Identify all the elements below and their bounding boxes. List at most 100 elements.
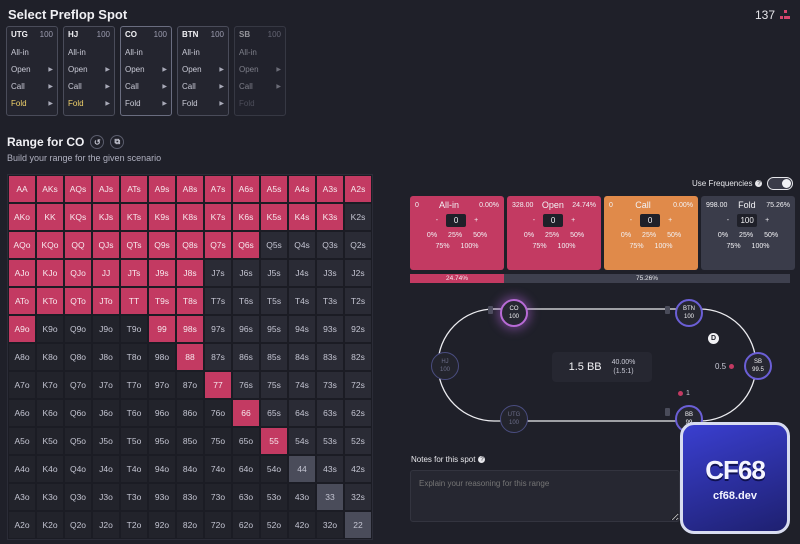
hand-cell[interactable]: T2s: [344, 287, 372, 315]
hand-cell[interactable]: 92s: [344, 315, 372, 343]
hand-cell[interactable]: K2o: [36, 511, 64, 539]
preset-100[interactable]: 100%: [751, 243, 770, 250]
preset-75[interactable]: 75%: [435, 243, 450, 250]
hand-cell[interactable]: 54s: [288, 427, 316, 455]
spot-option-call[interactable]: Call ▶: [125, 82, 167, 91]
action-value-input[interactable]: 100: [737, 214, 758, 227]
hand-cell[interactable]: TT: [120, 287, 148, 315]
hand-cell[interactable]: 92o: [148, 511, 176, 539]
hand-cell[interactable]: A8o: [8, 343, 36, 371]
hand-cell[interactable]: A3s: [316, 175, 344, 203]
spot-option-call[interactable]: Call ▶: [68, 82, 110, 91]
decrement-button[interactable]: -: [726, 217, 730, 224]
hand-cell[interactable]: Q8s: [176, 231, 204, 259]
hand-cell[interactable]: Q5o: [64, 427, 92, 455]
spot-option-open[interactable]: Open ▶: [125, 65, 167, 74]
hand-cell[interactable]: T3o: [120, 483, 148, 511]
hand-cell[interactable]: K9o: [36, 315, 64, 343]
hand-cell[interactable]: J7o: [92, 371, 120, 399]
preset-50[interactable]: 50%: [667, 232, 682, 239]
hand-cell[interactable]: J7s: [204, 259, 232, 287]
preset-75[interactable]: 75%: [532, 243, 547, 250]
hand-cell[interactable]: 54o: [260, 455, 288, 483]
hand-cell[interactable]: 77: [204, 371, 232, 399]
hand-cell[interactable]: T5o: [120, 427, 148, 455]
hand-cell[interactable]: QJo: [64, 259, 92, 287]
hand-cell[interactable]: T7o: [120, 371, 148, 399]
hand-cell[interactable]: K5o: [36, 427, 64, 455]
hand-cell[interactable]: 32o: [316, 511, 344, 539]
preset-50[interactable]: 50%: [570, 232, 585, 239]
hand-cell[interactable]: 94o: [148, 455, 176, 483]
hand-cell[interactable]: Q6s: [232, 231, 260, 259]
hand-cell[interactable]: 55: [260, 427, 288, 455]
hand-cell[interactable]: J5o: [92, 427, 120, 455]
hand-cell[interactable]: Q3o: [64, 483, 92, 511]
preset-25[interactable]: 25%: [642, 232, 657, 239]
spot-card-btn[interactable]: BTN 100 All-in Open ▶ Call ▶ Fold ▶: [177, 26, 229, 116]
hand-cell[interactable]: 63o: [232, 483, 260, 511]
hand-cell[interactable]: 22: [344, 511, 372, 539]
hand-cell[interactable]: Q4s: [288, 231, 316, 259]
hand-cell[interactable]: T9o: [120, 315, 148, 343]
hand-cell[interactable]: J3o: [92, 483, 120, 511]
hand-cell[interactable]: A2o: [8, 511, 36, 539]
hand-cell[interactable]: 73s: [316, 371, 344, 399]
preset-75[interactable]: 75%: [629, 243, 644, 250]
spot-option-open[interactable]: Open ▶: [11, 65, 53, 74]
preset-50[interactable]: 50%: [473, 232, 488, 239]
tree-icon[interactable]: [780, 10, 790, 20]
spot-option-allin[interactable]: All-in: [11, 48, 29, 57]
preset-50[interactable]: 50%: [764, 232, 779, 239]
hand-cell[interactable]: 74o: [204, 455, 232, 483]
hand-cell[interactable]: 42o: [288, 511, 316, 539]
info-icon[interactable]: ?: [478, 456, 486, 463]
hand-cell[interactable]: J2s: [344, 259, 372, 287]
hand-cell[interactable]: T2o: [120, 511, 148, 539]
hand-cell[interactable]: 93s: [316, 315, 344, 343]
hand-cell[interactable]: AQs: [64, 175, 92, 203]
hand-cell[interactable]: 75s: [260, 371, 288, 399]
spot-option-fold[interactable]: Fold ▶: [68, 99, 110, 108]
spot-option-fold[interactable]: Fold ▶: [182, 99, 224, 108]
preset-25[interactable]: 25%: [545, 232, 560, 239]
hand-cell[interactable]: 43o: [288, 483, 316, 511]
hand-cell[interactable]: 99: [148, 315, 176, 343]
hand-cell[interactable]: QJs: [92, 231, 120, 259]
hand-cell[interactable]: 53o: [260, 483, 288, 511]
hand-cell[interactable]: Q9o: [64, 315, 92, 343]
hand-cell[interactable]: KTs: [120, 203, 148, 231]
hand-cell[interactable]: J6s: [232, 259, 260, 287]
spot-card-utg[interactable]: UTG 100 All-in Open ▶ Call ▶ Fold ▶: [6, 26, 58, 116]
hand-cell[interactable]: A7s: [204, 175, 232, 203]
hand-cell[interactable]: Q3s: [316, 231, 344, 259]
preset-100[interactable]: 100%: [557, 243, 576, 250]
hand-cell[interactable]: 86s: [232, 343, 260, 371]
hand-cell[interactable]: JTo: [92, 287, 120, 315]
preset-100[interactable]: 100%: [654, 243, 673, 250]
hand-cell[interactable]: 76s: [232, 371, 260, 399]
hand-cell[interactable]: J6o: [92, 399, 120, 427]
hand-cell[interactable]: 76o: [204, 399, 232, 427]
hand-cell[interactable]: A2s: [344, 175, 372, 203]
hand-cell[interactable]: T6o: [120, 399, 148, 427]
hand-cell[interactable]: A5s: [260, 175, 288, 203]
info-icon[interactable]: ?: [755, 180, 763, 187]
hand-cell[interactable]: KK: [36, 203, 64, 231]
hand-cell[interactable]: J4s: [288, 259, 316, 287]
hand-cell[interactable]: 87o: [176, 371, 204, 399]
hand-cell[interactable]: T7s: [204, 287, 232, 315]
hand-cell[interactable]: 88: [176, 343, 204, 371]
hand-cell[interactable]: T4o: [120, 455, 148, 483]
hand-cell[interactable]: AJo: [8, 259, 36, 287]
hand-cell[interactable]: 62o: [232, 511, 260, 539]
hand-cell[interactable]: 64s: [288, 399, 316, 427]
hand-cell[interactable]: 93o: [148, 483, 176, 511]
hand-cell[interactable]: 83o: [176, 483, 204, 511]
preset-0[interactable]: 0%: [426, 232, 438, 239]
hand-cell[interactable]: 73o: [204, 483, 232, 511]
hand-cell[interactable]: K7o: [36, 371, 64, 399]
hand-cell[interactable]: T6s: [232, 287, 260, 315]
preset-25[interactable]: 25%: [448, 232, 463, 239]
hand-cell[interactable]: Q2s: [344, 231, 372, 259]
